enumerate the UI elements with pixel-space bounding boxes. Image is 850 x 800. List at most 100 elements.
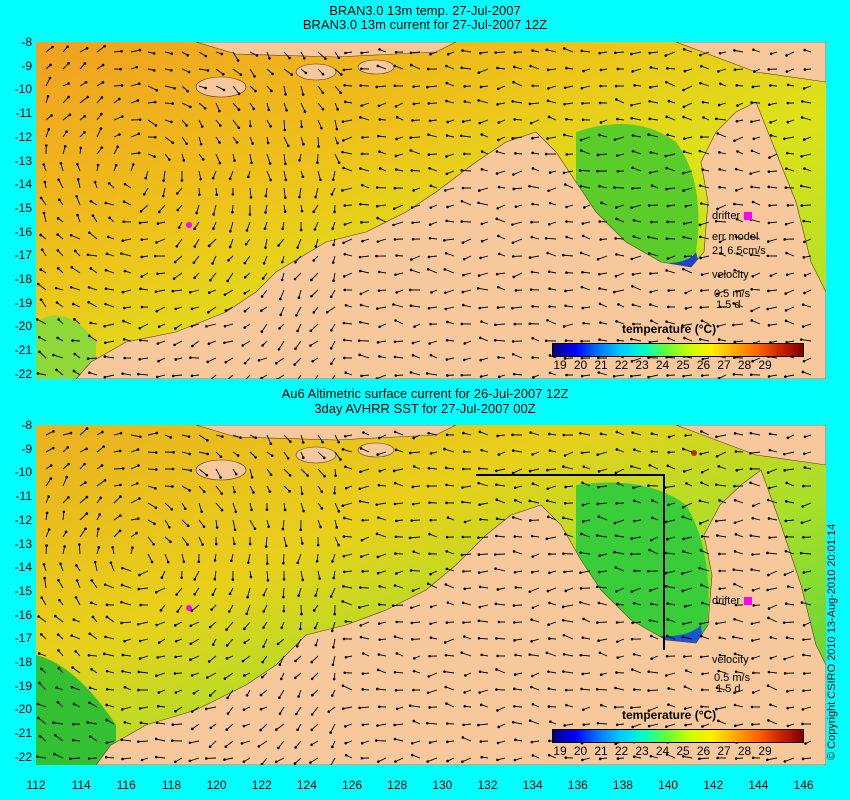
current-vector	[395, 102, 404, 107]
current-vector	[130, 498, 140, 504]
current-vector	[563, 254, 574, 257]
current-vector	[547, 468, 557, 471]
current-vector	[105, 340, 115, 344]
current-vector	[616, 320, 625, 325]
current-vector	[283, 119, 286, 130]
current-vector	[752, 638, 761, 641]
current-vector	[394, 585, 404, 589]
current-vector	[683, 268, 693, 274]
top-y-label: -8	[21, 35, 32, 49]
current-vector	[249, 187, 252, 198]
current-vector	[79, 47, 88, 53]
current-vector	[360, 468, 370, 473]
current-vector	[768, 170, 778, 173]
current-vector	[342, 448, 353, 453]
current-vector	[427, 689, 438, 694]
current-vector	[786, 51, 795, 56]
current-vector	[232, 85, 240, 95]
current-vector	[496, 535, 506, 538]
current-vector	[377, 204, 387, 207]
current-vector	[734, 704, 744, 708]
top-map-svg	[36, 42, 826, 379]
current-vector	[360, 116, 370, 121]
current-vector	[359, 255, 370, 258]
current-vector	[334, 536, 340, 546]
current-vector	[164, 519, 170, 528]
current-vector	[330, 757, 336, 765]
current-vector	[79, 428, 88, 436]
current-vector	[580, 601, 591, 606]
current-vector	[229, 238, 234, 248]
current-vector	[198, 468, 208, 476]
current-vector	[104, 323, 115, 327]
current-vector	[631, 536, 642, 539]
current-vector	[479, 570, 489, 574]
current-vector	[261, 289, 268, 297]
current-vector	[734, 653, 744, 657]
current-vector	[495, 51, 506, 53]
current-vector	[147, 536, 155, 545]
current-vector	[768, 671, 778, 674]
current-vector	[683, 621, 693, 625]
current-vector	[261, 757, 268, 765]
bottom-y-label: -10	[14, 465, 32, 480]
top-y-label: -9	[21, 58, 32, 73]
current-vector	[113, 530, 121, 538]
current-vector	[261, 323, 268, 332]
current-vector	[599, 570, 608, 573]
current-vector	[716, 519, 727, 522]
current-vector	[548, 516, 557, 521]
current-vector	[750, 432, 761, 436]
current-vector	[342, 119, 353, 123]
current-vector	[564, 323, 574, 327]
current-vector	[786, 252, 795, 257]
x-label: 118	[161, 778, 181, 792]
current-vector	[547, 252, 557, 257]
current-vector	[38, 682, 47, 691]
current-vector	[40, 299, 47, 308]
current-vector	[164, 136, 173, 144]
current-vector	[232, 102, 240, 110]
current-vector	[310, 323, 319, 332]
current-vector	[283, 85, 287, 95]
current-vector	[445, 584, 455, 589]
current-vector	[410, 451, 421, 454]
current-vector	[665, 51, 676, 57]
current-vector	[683, 48, 693, 53]
current-vector	[121, 253, 132, 257]
current-vector	[62, 432, 72, 436]
current-vector	[332, 170, 336, 180]
current-vector	[786, 500, 795, 504]
current-vector	[376, 502, 387, 506]
current-vector	[581, 85, 591, 89]
current-vector	[682, 570, 693, 574]
current-vector	[276, 757, 285, 763]
current-vector	[172, 723, 183, 726]
current-vector	[428, 268, 438, 274]
current-vector	[122, 238, 132, 242]
current-vector	[801, 552, 812, 555]
current-vector	[614, 289, 625, 293]
current-vector	[648, 671, 659, 674]
current-vector	[96, 147, 103, 155]
current-vector	[733, 323, 744, 326]
bottom-current-vectors	[36, 427, 812, 765]
current-vector	[547, 136, 557, 139]
current-vector	[360, 270, 370, 274]
current-vector	[667, 536, 676, 540]
current-vector	[615, 468, 625, 474]
current-vector	[395, 320, 404, 325]
current-vector	[343, 585, 353, 589]
top-drifter-label: drifter	[712, 210, 753, 222]
current-vector	[582, 757, 591, 761]
current-vector	[496, 170, 506, 174]
current-vector	[750, 535, 761, 538]
current-vector	[784, 136, 795, 140]
current-vector	[70, 234, 81, 240]
current-vector	[767, 685, 778, 691]
current-vector	[615, 567, 625, 572]
current-vector	[700, 338, 710, 342]
current-vector	[377, 723, 387, 727]
current-vector	[215, 102, 220, 112]
current-vector	[512, 306, 523, 309]
